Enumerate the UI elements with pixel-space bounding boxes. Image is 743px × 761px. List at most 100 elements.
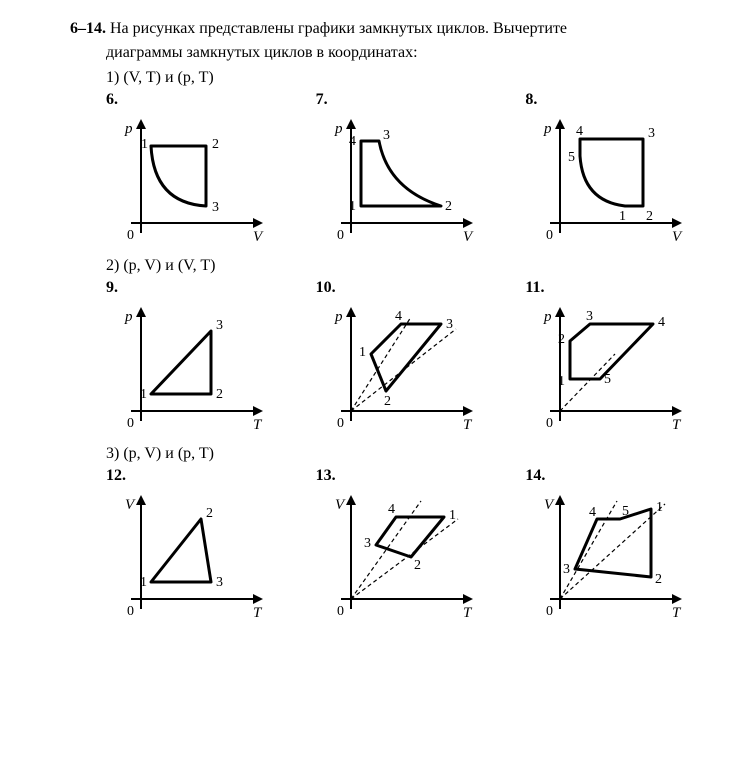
- svg-text:T: T: [463, 417, 473, 433]
- svg-text:4: 4: [349, 134, 356, 149]
- svg-text:5: 5: [604, 372, 611, 387]
- svg-text:3: 3: [212, 200, 219, 215]
- svg-text:2: 2: [655, 572, 662, 587]
- svg-text:3: 3: [446, 317, 453, 332]
- svg-text:1: 1: [656, 500, 663, 515]
- svg-text:2: 2: [646, 209, 653, 224]
- svg-text:0: 0: [546, 228, 553, 243]
- svg-text:2: 2: [558, 332, 565, 347]
- heading-text-1: На рисунках представлены графики замкнут…: [110, 20, 567, 37]
- svg-text:2: 2: [384, 394, 391, 409]
- row-1: 6. pV0123 7. pV04312 8. pV043512: [106, 89, 703, 251]
- svg-text:T: T: [253, 417, 263, 433]
- svg-text:1: 1: [558, 374, 565, 389]
- chart-6: p V 0 1 2 3: [106, 111, 276, 251]
- cell-6: 6. p V 0 1 2 3: [106, 89, 284, 251]
- svg-text:1: 1: [141, 137, 148, 152]
- svg-text:1: 1: [140, 387, 147, 402]
- cell-12: 12. V T 01 2 3: [106, 465, 284, 627]
- page-root: { "heading_prefix": "6–14.", "heading_te…: [0, 0, 743, 657]
- svg-text:4: 4: [395, 309, 402, 324]
- chart-7: p V 0 4 3 1 2: [316, 111, 486, 251]
- cell-14: 14. V T 0 4 5 1 3 2: [525, 465, 703, 627]
- svg-text:1: 1: [619, 209, 626, 224]
- row-3: 12. VT0123 13. VT04132 14. VT045132: [106, 465, 703, 627]
- fignum-10: 10.: [316, 279, 494, 297]
- svg-text:1: 1: [359, 345, 366, 360]
- svg-text:0: 0: [337, 604, 344, 619]
- chart-12: V T 01 2 3: [106, 487, 276, 627]
- svg-text:3: 3: [364, 536, 371, 551]
- svg-text:0: 0: [337, 416, 344, 431]
- svg-text:4: 4: [658, 315, 665, 330]
- svg-text:p: p: [334, 121, 343, 137]
- fignum-14: 14.: [525, 467, 703, 485]
- row-2: 9. pT0123 10. pT01234 11. pT023415: [106, 277, 703, 439]
- fignum-6: 6.: [106, 91, 284, 109]
- heading-prefix: 6–14.: [70, 20, 106, 37]
- svg-text:4: 4: [576, 124, 583, 139]
- svg-text:T: T: [463, 605, 473, 621]
- svg-text:3: 3: [586, 309, 593, 324]
- svg-text:4: 4: [388, 502, 395, 517]
- fignum-11: 11.: [525, 279, 703, 297]
- svg-text:p: p: [543, 309, 552, 325]
- svg-text:4: 4: [589, 505, 596, 520]
- svg-text:V: V: [253, 229, 264, 245]
- svg-text:2: 2: [216, 387, 223, 402]
- svg-text:0: 0: [546, 604, 553, 619]
- svg-text:0: 0: [546, 416, 553, 431]
- chart-10: p T 0 1 2 3 4: [316, 299, 486, 439]
- svg-text:5: 5: [622, 504, 629, 519]
- chart-9: pT0123: [106, 299, 276, 439]
- cell-11: 11. p T 0 2 3 4 1 5: [525, 277, 703, 439]
- svg-text:0: 0: [127, 228, 134, 243]
- group-2-label: 2) (p, V) и (V, T): [106, 257, 703, 275]
- svg-text:T: T: [672, 605, 682, 621]
- svg-text:1: 1: [449, 508, 456, 523]
- svg-text:2: 2: [206, 506, 213, 521]
- heading-text-2: диаграммы замкнутых циклов в координатах…: [106, 42, 703, 64]
- cell-7: 7. p V 0 4 3 1 2: [316, 89, 494, 251]
- svg-text:T: T: [253, 605, 263, 621]
- cell-10: 10. p T 0 1 2 3 4: [316, 277, 494, 439]
- chart-8: p V 0 4 3 5 1 2: [525, 111, 695, 251]
- svg-text:2: 2: [212, 137, 219, 152]
- svg-text:p: p: [334, 309, 343, 325]
- svg-text:3: 3: [563, 562, 570, 577]
- task-heading: 6–14. На рисунках представлены графики з…: [70, 18, 703, 40]
- fignum-9: 9.: [106, 279, 284, 297]
- fignum-13: 13.: [316, 467, 494, 485]
- svg-text:T: T: [672, 417, 682, 433]
- chart-14: V T 0 4 5 1 3 2: [525, 487, 695, 627]
- fignum-8: 8.: [525, 91, 703, 109]
- cell-9: 9. pT0123: [106, 277, 284, 439]
- svg-text:V: V: [463, 229, 474, 245]
- chart-13: V T 0 4 1 3 2: [316, 487, 486, 627]
- cell-13: 13. V T 0 4 1 3 2: [316, 465, 494, 627]
- svg-text:2: 2: [414, 558, 421, 573]
- svg-text:0: 0: [127, 416, 134, 431]
- svg-text:0: 0: [127, 604, 134, 619]
- fignum-12: 12.: [106, 467, 284, 485]
- svg-text:3: 3: [216, 575, 223, 590]
- group-1-label: 1) (V, T) и (p, T): [106, 69, 703, 87]
- svg-text:3: 3: [648, 126, 655, 141]
- svg-text:5: 5: [568, 150, 575, 165]
- svg-text:3: 3: [383, 128, 390, 143]
- svg-text:1: 1: [140, 575, 147, 590]
- svg-text:V: V: [335, 497, 346, 513]
- svg-text:V: V: [672, 229, 683, 245]
- fignum-7: 7.: [316, 91, 494, 109]
- svg-text:2: 2: [445, 199, 452, 214]
- svg-text:1: 1: [349, 199, 356, 214]
- svg-text:0: 0: [337, 228, 344, 243]
- cell-8: 8. p V 0 4 3 5 1 2: [525, 89, 703, 251]
- svg-text:p: p: [124, 121, 133, 137]
- svg-text:p: p: [543, 121, 552, 137]
- chart-11: p T 0 2 3 4 1 5: [525, 299, 695, 439]
- svg-text:V: V: [125, 497, 136, 513]
- svg-text:3: 3: [216, 318, 223, 333]
- group-3-label: 3) (p, V) и (p, T): [106, 445, 703, 463]
- svg-text:V: V: [544, 497, 555, 513]
